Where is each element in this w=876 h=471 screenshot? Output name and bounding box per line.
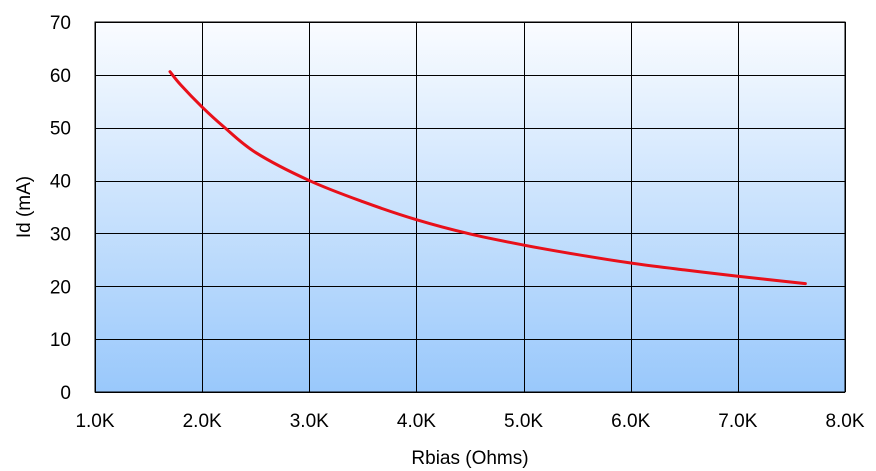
series-layer [168, 70, 807, 286]
x-tick-label: 7.0K [718, 411, 757, 432]
y-tick-label: 0 [60, 383, 71, 404]
plot-area [95, 22, 845, 392]
x-tick-label: 2.0K [183, 411, 222, 432]
plot-frame [94, 21, 846, 393]
series-line [168, 70, 807, 286]
y-tick-label: 10 [50, 330, 71, 351]
x-tick-label: 4.0K [397, 411, 436, 432]
x-tick-label: 5.0K [504, 411, 543, 432]
x-axis-title: Rbias (Ohms) [411, 448, 528, 469]
y-tick-label: 50 [50, 119, 71, 140]
y-tick-label: 60 [50, 66, 71, 87]
x-tick-label: 6.0K [611, 411, 650, 432]
y-tick-label: 30 [50, 224, 71, 245]
y-axis-title: Id (mA) [14, 176, 35, 238]
x-tick-label: 1.0K [75, 411, 114, 432]
y-axis-ticks: 0 10 20 30 40 50 60 70 [50, 13, 71, 404]
y-tick-label: 20 [50, 277, 71, 298]
x-axis-ticks: 1.0K 2.0K 3.0K 4.0K 5.0K 6.0K 7.0K 8.0K [75, 411, 864, 432]
y-tick-label: 40 [50, 172, 71, 193]
x-tick-label: 8.0K [825, 411, 864, 432]
x-tick-label: 3.0K [290, 411, 329, 432]
gridlines [95, 22, 846, 393]
y-tick-label: 70 [50, 13, 71, 34]
